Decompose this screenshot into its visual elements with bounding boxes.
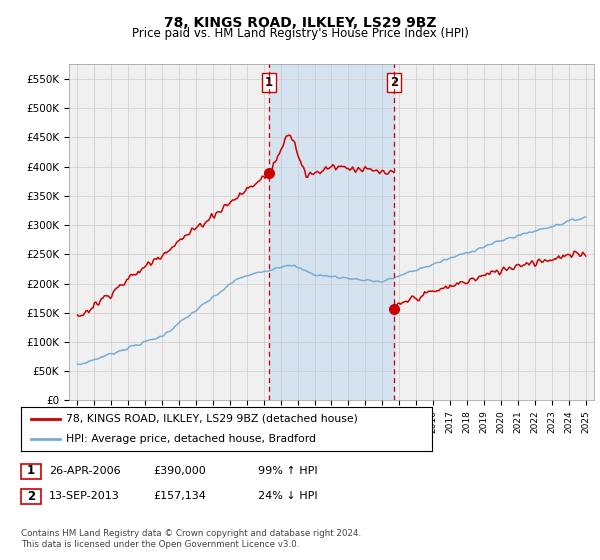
Text: 1: 1 xyxy=(27,464,35,478)
Text: Contains HM Land Registry data © Crown copyright and database right 2024.
This d: Contains HM Land Registry data © Crown c… xyxy=(21,529,361,549)
Text: HPI: Average price, detached house, Bradford: HPI: Average price, detached house, Brad… xyxy=(66,434,316,444)
Text: 2: 2 xyxy=(390,76,398,89)
Text: 1: 1 xyxy=(265,76,273,89)
Text: Price paid vs. HM Land Registry's House Price Index (HPI): Price paid vs. HM Land Registry's House … xyxy=(131,27,469,40)
Bar xyxy=(269,64,394,400)
Text: 24% ↓ HPI: 24% ↓ HPI xyxy=(258,491,317,501)
Text: 26-APR-2006: 26-APR-2006 xyxy=(49,466,121,476)
Text: 78, KINGS ROAD, ILKLEY, LS29 9BZ (detached house): 78, KINGS ROAD, ILKLEY, LS29 9BZ (detach… xyxy=(66,414,358,424)
Text: 2: 2 xyxy=(27,489,35,503)
Text: 99% ↑ HPI: 99% ↑ HPI xyxy=(258,466,317,476)
Text: £157,134: £157,134 xyxy=(153,491,206,501)
Text: 13-SEP-2013: 13-SEP-2013 xyxy=(49,491,120,501)
Text: £390,000: £390,000 xyxy=(153,466,206,476)
Text: 78, KINGS ROAD, ILKLEY, LS29 9BZ: 78, KINGS ROAD, ILKLEY, LS29 9BZ xyxy=(164,16,436,30)
